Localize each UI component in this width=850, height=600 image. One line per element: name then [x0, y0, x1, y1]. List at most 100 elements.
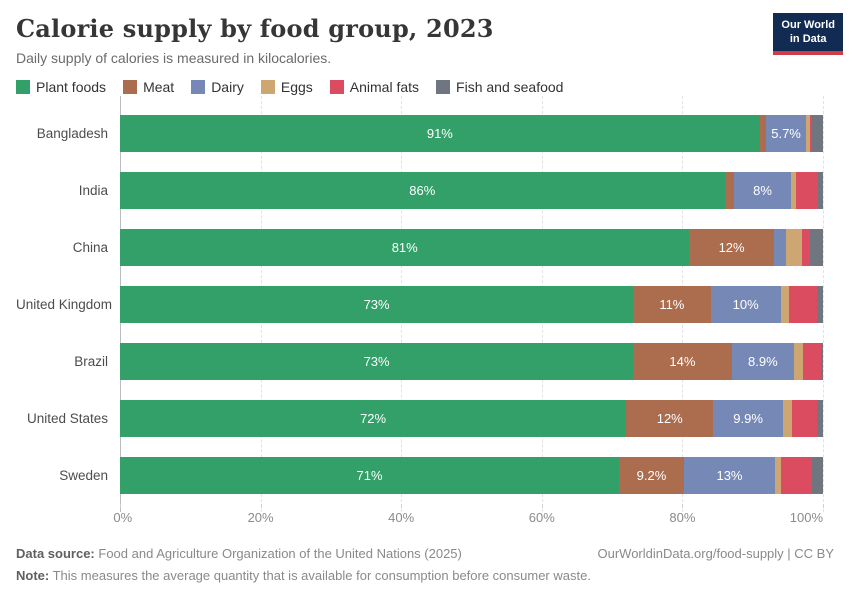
legend-swatch-icon: [260, 80, 275, 94]
chart-header: Calorie supply by food group, 2023 Daily…: [0, 0, 850, 66]
legend-swatch-icon: [436, 80, 451, 94]
bar-segment-plant-foods[interactable]: 73%: [120, 343, 634, 380]
bar-segment-animal-fats[interactable]: [809, 115, 813, 152]
country-label: United States: [26, 411, 108, 426]
bar-segment-meat[interactable]: 14%: [633, 343, 732, 380]
segment-value-label: 10%: [732, 297, 759, 312]
bar-segment-fish-and-seafood[interactable]: [816, 286, 823, 323]
owid-logo-line2: in Data: [789, 33, 827, 46]
table-row: United States 72% 12% 9.9%: [16, 390, 823, 447]
segment-value-label: 13%: [716, 468, 743, 483]
table-row: China 81% 12%: [16, 219, 823, 276]
bar-segment-eggs[interactable]: [794, 343, 803, 380]
segment-value-label: 8%: [753, 183, 772, 198]
bar-segment-dairy[interactable]: 8%: [734, 172, 791, 209]
x-tick-label: 40%: [388, 510, 415, 525]
bar-segment-plant-foods[interactable]: 81%: [120, 229, 690, 266]
segment-value-label: 9.9%: [733, 411, 763, 426]
note-text: This measures the average quantity that …: [52, 568, 591, 583]
owid-logo[interactable]: Our World in Data: [773, 13, 843, 55]
bar-segment-plant-foods[interactable]: 86%: [120, 172, 725, 209]
stacked-bar-united-kingdom[interactable]: 73% 11% 10%: [120, 286, 823, 323]
stacked-bar-china[interactable]: 81% 12%: [120, 229, 823, 266]
data-source-text: Food and Agriculture Organization of the…: [98, 546, 462, 561]
legend-item-animal-fats: Animal fats: [329, 79, 420, 95]
bar-segment-meat[interactable]: [759, 115, 767, 152]
bar-segment-dairy[interactable]: 8.9%: [731, 343, 795, 380]
segment-value-label: 73%: [363, 354, 390, 369]
country-label: Bangladesh: [36, 126, 108, 141]
x-tick-mark: [682, 504, 684, 508]
legend-item-dairy: Dairy: [191, 79, 244, 95]
x-axis: 0% 20% 40% 60% 80% 100%: [113, 504, 824, 530]
bar-segment-eggs[interactable]: [782, 400, 793, 437]
bar-segment-fish-and-seafood[interactable]: [818, 172, 823, 209]
bar-segment-eggs[interactable]: [806, 115, 810, 152]
bar-segment-fish-and-seafood[interactable]: [817, 400, 823, 437]
bar-segment-animal-fats[interactable]: [780, 457, 812, 494]
page-title: Calorie supply by food group, 2023: [16, 14, 494, 43]
bar-segment-meat[interactable]: 9.2%: [619, 457, 684, 494]
bar-segment-plant-foods[interactable]: 71%: [120, 457, 620, 494]
stacked-bar-bangladesh[interactable]: 91% 5.7%: [120, 115, 823, 152]
country-label: United Kingdom: [16, 297, 113, 312]
x-tick-mark: [260, 504, 262, 508]
bar-segment-fish-and-seafood[interactable]: [811, 457, 823, 494]
country-label: Brazil: [74, 354, 108, 369]
bar-segment-animal-fats[interactable]: [792, 400, 818, 437]
bar-segment-meat[interactable]: 12%: [626, 400, 714, 437]
legend-label: Dairy: [211, 79, 244, 95]
bar-segment-meat[interactable]: [724, 172, 735, 209]
bar-segment-animal-fats[interactable]: [796, 172, 819, 209]
x-tick-label: 60%: [528, 510, 555, 525]
bar-segment-fish-and-seafood[interactable]: [820, 343, 823, 380]
bar-segment-eggs[interactable]: [785, 229, 802, 266]
segment-value-label: 81%: [391, 240, 418, 255]
stacked-bar-united-states[interactable]: 72% 12% 9.9%: [120, 400, 823, 437]
chart-note: Note: This measures the average quantity…: [16, 568, 834, 583]
bar-segment-animal-fats[interactable]: [801, 229, 811, 266]
legend-swatch-icon: [191, 80, 206, 94]
legend-label: Eggs: [280, 79, 313, 95]
bar-segment-dairy[interactable]: 13%: [683, 457, 776, 494]
x-tick-mark: [401, 504, 403, 508]
bar-segment-animal-fats[interactable]: [789, 286, 817, 323]
bar-segment-dairy[interactable]: 5.7%: [766, 115, 807, 152]
legend-label: Meat: [143, 79, 175, 95]
bar-segment-animal-fats[interactable]: [802, 343, 821, 380]
bar-segment-dairy[interactable]: 10%: [710, 286, 781, 323]
bar-segment-eggs[interactable]: [790, 172, 797, 209]
bar-segment-meat[interactable]: 11%: [633, 286, 711, 323]
chart-subtitle: Daily supply of calories is measured in …: [16, 50, 332, 66]
stacked-bar-brazil[interactable]: 73% 14% 8.9%: [120, 343, 823, 380]
x-tick-mark: [823, 504, 824, 508]
bar-segment-dairy[interactable]: [773, 229, 786, 266]
segment-value-label: 12%: [718, 240, 745, 255]
segment-value-label: 9.2%: [636, 468, 667, 483]
owid-url-link[interactable]: OurWorldinData.org/food-supply | CC BY: [597, 546, 834, 561]
bar-segment-plant-foods[interactable]: 73%: [120, 286, 634, 323]
legend-swatch-icon: [329, 80, 344, 94]
bar-segment-plant-foods[interactable]: 72%: [120, 400, 627, 437]
legend-label: Plant foods: [36, 79, 107, 95]
bar-segment-fish-and-seafood[interactable]: [812, 115, 823, 152]
legend-swatch-icon: [123, 80, 138, 94]
legend-label: Animal fats: [349, 79, 420, 95]
bar-segment-plant-foods[interactable]: 91%: [120, 115, 760, 152]
stacked-bar-india[interactable]: 86% 8%: [120, 172, 823, 209]
bar-segment-eggs[interactable]: [775, 457, 781, 494]
x-tick-mark: [120, 504, 121, 508]
segment-value-label: 5.7%: [771, 126, 801, 141]
segment-value-label: 91%: [426, 126, 453, 141]
segment-value-label: 11%: [659, 297, 685, 312]
bar-segment-eggs[interactable]: [780, 286, 790, 323]
chart-rows: Bangladesh 91% 5.7% India 86% 8% China 81% 12% Un…: [16, 96, 824, 512]
bar-segment-meat[interactable]: 12%: [689, 229, 774, 266]
legend-item-plant-foods: Plant foods: [16, 79, 106, 95]
segment-value-label: 8.9%: [748, 354, 778, 369]
stacked-bar-sweden[interactable]: 71% 9.2% 13%: [120, 457, 823, 494]
bar-segment-fish-and-seafood[interactable]: [810, 229, 823, 266]
legend-item-eggs: Eggs: [260, 79, 313, 95]
bar-segment-dairy[interactable]: 9.9%: [713, 400, 783, 437]
data-source-label: Data source:: [16, 546, 95, 561]
